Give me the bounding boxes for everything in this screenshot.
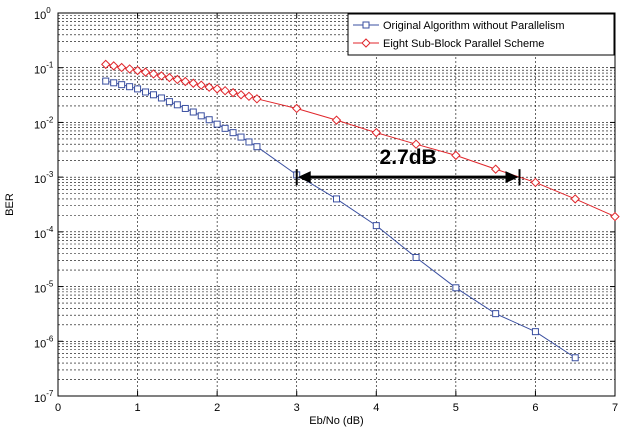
- legend-box: [347, 13, 615, 56]
- x-tick-label: 5: [453, 402, 459, 414]
- data-point-diamond: [530, 177, 541, 188]
- y-tick-label: 10-2: [34, 115, 54, 131]
- data-point-square: [531, 328, 539, 336]
- data-point-diamond: [252, 94, 262, 104]
- annotation-right-arrowhead: [505, 171, 519, 184]
- data-point-square: [173, 101, 181, 109]
- data-point-diamond: [124, 64, 135, 74]
- data-point-square: [197, 112, 205, 120]
- data-point-square: [102, 77, 110, 85]
- legend: Original Algorithm without Parallelism E…: [347, 13, 615, 56]
- y-tick-label: 10-4: [34, 225, 54, 241]
- data-point-square: [253, 143, 261, 151]
- data-point-diamond: [371, 127, 381, 138]
- data-point-diamond: [172, 74, 183, 85]
- data-point-square: [237, 133, 245, 141]
- data-point-square: [333, 195, 340, 203]
- data-point-diamond: [164, 72, 175, 83]
- x-tick-label: 4: [373, 402, 379, 414]
- legend-label-original: Original Algorithm without Parallelism: [383, 20, 565, 32]
- annotation: 2.7dB: [295, 146, 521, 186]
- x-tick-label: 7: [612, 402, 618, 414]
- y-tick-label: 10-1: [34, 61, 54, 77]
- data-point-square: [205, 116, 213, 124]
- y-tick-label: 100: [34, 6, 51, 22]
- y-tick-label: 10-3: [34, 170, 54, 186]
- data-point-diamond: [204, 82, 214, 92]
- data-point-diamond: [196, 80, 206, 90]
- data-point-square: [181, 104, 189, 112]
- x-tick-label: 2: [214, 402, 220, 414]
- data-point-diamond: [140, 67, 151, 77]
- series-layer: [101, 59, 620, 362]
- x-tick-label: 1: [135, 402, 141, 414]
- series-parallel: [101, 59, 620, 222]
- plot-frame: [57, 12, 616, 397]
- data-point-diamond: [331, 115, 342, 125]
- data-point-diamond: [610, 211, 620, 222]
- axis-ticks: 0 1 2 3 4 5 6 7 100 10-1 10-2 10-3 10-4 10-5 10-6 10-7: [34, 6, 618, 414]
- legend-marker-diamond: [361, 38, 371, 48]
- data-point-square: [157, 94, 165, 102]
- data-point-square: [134, 85, 142, 93]
- y-axis-label: BER: [4, 193, 16, 216]
- data-point-diamond: [108, 61, 119, 71]
- legend-marker-square: [362, 21, 370, 29]
- data-point-diamond: [132, 65, 143, 76]
- legend-entry-original: Original Algorithm without Parallelism: [353, 20, 565, 32]
- data-point-diamond: [411, 139, 421, 149]
- data-point-square: [221, 124, 229, 132]
- data-point-square: [189, 108, 197, 116]
- data-point-square: [142, 88, 150, 96]
- data-point-square: [213, 120, 221, 128]
- data-point-diamond: [148, 69, 159, 79]
- y-tick-label: 10-5: [34, 280, 54, 296]
- data-point-square: [165, 98, 173, 106]
- data-point-square: [126, 83, 134, 91]
- data-point-square: [492, 310, 500, 318]
- x-tick-label: 6: [532, 402, 538, 414]
- data-point-diamond: [228, 87, 238, 98]
- data-point-square: [245, 138, 253, 146]
- legend-entry-parallel: Eight Sub-Block Parallel Scheme: [353, 38, 544, 50]
- data-point-square: [412, 253, 420, 261]
- data-point-square: [452, 284, 460, 292]
- data-point-diamond: [212, 84, 222, 94]
- x-tick-label: 3: [294, 402, 300, 414]
- series-original: [102, 77, 579, 362]
- data-point-diamond: [101, 59, 111, 70]
- data-point-diamond: [244, 91, 254, 102]
- y-tick-label: 10-6: [34, 334, 54, 350]
- data-point-diamond: [180, 76, 191, 87]
- data-point-square: [149, 91, 157, 99]
- data-point-diamond: [188, 78, 198, 88]
- data-point-diamond: [490, 164, 501, 174]
- x-tick-label: 0: [55, 402, 61, 414]
- data-point-diamond: [570, 194, 580, 204]
- legend-label-parallel: Eight Sub-Block Parallel Scheme: [383, 38, 544, 50]
- y-tick-label: 10-7: [34, 389, 54, 405]
- data-point-diamond: [116, 62, 127, 73]
- data-point-square: [118, 81, 126, 89]
- data-point-square: [229, 129, 237, 137]
- data-point-square: [571, 354, 579, 362]
- annotation-left-arrowhead: [297, 171, 311, 184]
- data-point-square: [110, 79, 118, 87]
- annotation-label: 2.7dB: [380, 146, 437, 169]
- data-point-square: [372, 222, 380, 230]
- data-point-diamond: [220, 85, 230, 96]
- data-point-diamond: [236, 90, 246, 100]
- x-axis-label: Eb/No (dB): [309, 415, 363, 427]
- data-point-diamond: [156, 71, 167, 81]
- series-line: [105, 80, 576, 359]
- data-point-diamond: [292, 103, 302, 114]
- data-point-diamond: [451, 150, 461, 161]
